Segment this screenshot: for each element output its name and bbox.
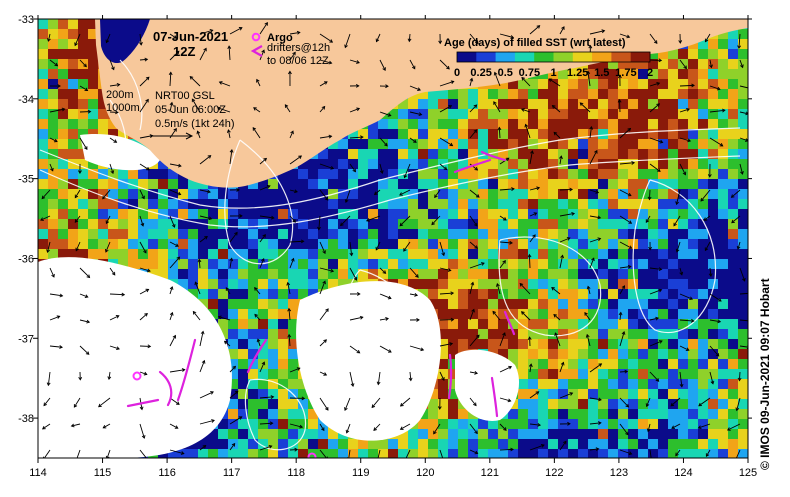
y-tick-label: -36 [18, 253, 34, 265]
product-label: NRT00 GSL [155, 90, 215, 102]
colorbar-label: 2 [647, 67, 653, 79]
colorbar-swatch [534, 52, 554, 62]
map-hour: 12Z [173, 44, 195, 59]
colorbar-swatch [631, 52, 651, 62]
colorbar-title: Age (days) of filled SST (wrt latest) [444, 37, 626, 49]
x-tick-label: 117 [223, 467, 241, 479]
y-tick-label: -38 [18, 413, 34, 425]
y-tick-label: -34 [18, 94, 34, 106]
colorbar-label: 1.5 [594, 67, 609, 79]
map-date: 07-Jun-2021 [153, 29, 228, 44]
x-tick-label: 123 [610, 467, 628, 479]
colorbar-labels: 0 0.25 0.5 0.75 1 1.25 1.5 1.75 2 [454, 67, 653, 79]
vector-scale-label: 0.5m/s (1kt 24h) [155, 118, 234, 130]
x-tick-label: 120 [416, 467, 434, 479]
x-tick-label: 122 [545, 467, 563, 479]
colorbar [457, 52, 651, 62]
colorbar-label: 0 [454, 67, 460, 79]
x-tick-label: 121 [481, 467, 499, 479]
x-tick-label: 124 [674, 467, 692, 479]
colorbar-label: 0.5 [498, 67, 513, 79]
drifter-legend-label: drifters@12h [267, 42, 330, 54]
x-tick-label: 125 [739, 467, 757, 479]
colorbar-label: 1.75 [615, 67, 636, 79]
y-tick-label: -37 [18, 333, 34, 345]
colorbar-swatch [554, 52, 574, 62]
x-tick-label: 114 [29, 467, 47, 479]
colorbar-label: 1 [550, 67, 556, 79]
product-time: 05-Jun 06:00Z [155, 104, 226, 116]
colorbar-label: 0.75 [519, 67, 540, 79]
x-tick-label: 115 [94, 467, 112, 479]
colorbar-swatch [573, 52, 593, 62]
colorbar-swatch [592, 52, 612, 62]
drifter-legend-range: to 08/06 12Z [267, 55, 329, 67]
credit-text: © IMOS 09-Jun-2021 09:07 Hobart [758, 240, 772, 470]
colorbar-swatch [515, 52, 535, 62]
colorbar-swatch [496, 52, 516, 62]
contour-200m-label: 200m [106, 89, 134, 101]
x-tick-label: 116 [158, 467, 176, 479]
x-tick-label: 118 [287, 467, 305, 479]
contour-1000m-label: 1000m [106, 102, 140, 114]
y-tick-label: -35 [18, 174, 34, 186]
colorbar-swatch [457, 52, 477, 62]
colorbar-swatch [476, 52, 496, 62]
colorbar-label: 0.25 [470, 67, 491, 79]
colorbar-label: 1.25 [567, 67, 588, 79]
x-tick-label: 119 [352, 467, 370, 479]
y-tick-label: -33 [18, 14, 34, 26]
colorbar-swatch [611, 52, 631, 62]
